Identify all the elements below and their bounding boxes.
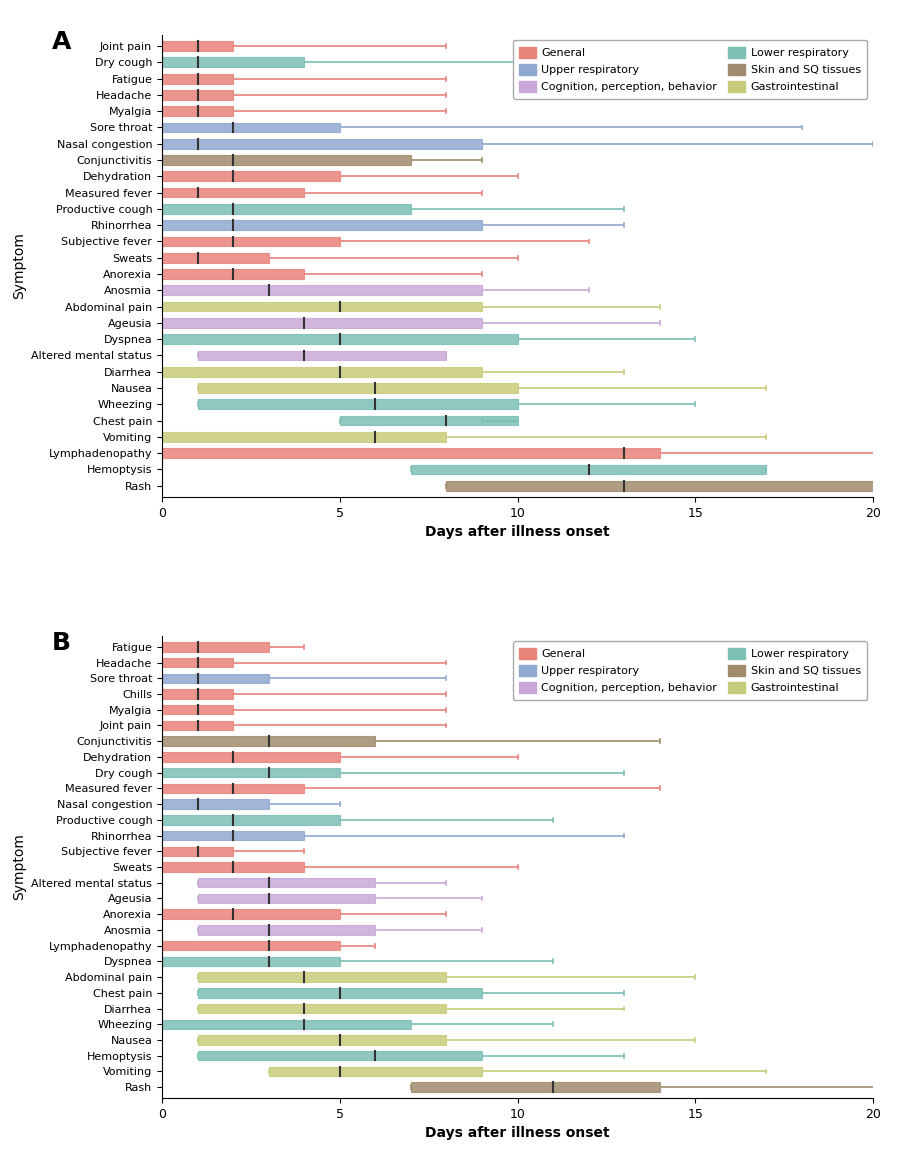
FancyBboxPatch shape [162,846,233,855]
FancyBboxPatch shape [162,642,268,652]
FancyBboxPatch shape [162,318,482,328]
FancyBboxPatch shape [198,1003,446,1014]
Legend: General, Upper respiratory, Cognition, perception, behavior, Lower respiratory, : General, Upper respiratory, Cognition, p… [513,40,868,99]
FancyBboxPatch shape [162,720,233,731]
FancyBboxPatch shape [162,784,304,793]
Y-axis label: Symptom: Symptom [12,232,26,299]
FancyBboxPatch shape [198,879,375,888]
FancyBboxPatch shape [162,74,233,83]
FancyBboxPatch shape [198,1036,446,1045]
FancyBboxPatch shape [198,972,446,981]
FancyBboxPatch shape [162,910,340,919]
FancyBboxPatch shape [162,58,304,67]
FancyBboxPatch shape [162,42,233,51]
FancyBboxPatch shape [162,753,340,762]
X-axis label: Days after illness onset: Days after illness onset [425,1126,610,1141]
FancyBboxPatch shape [162,366,482,377]
FancyBboxPatch shape [198,894,375,903]
FancyBboxPatch shape [198,925,375,935]
FancyBboxPatch shape [162,187,304,198]
FancyBboxPatch shape [162,253,268,262]
FancyBboxPatch shape [162,171,340,181]
FancyBboxPatch shape [162,221,482,230]
FancyBboxPatch shape [446,481,873,490]
FancyBboxPatch shape [162,658,233,667]
FancyBboxPatch shape [162,689,233,698]
FancyBboxPatch shape [162,957,340,966]
FancyBboxPatch shape [162,862,304,872]
FancyBboxPatch shape [162,815,340,824]
FancyBboxPatch shape [162,286,482,295]
FancyBboxPatch shape [162,237,340,246]
FancyBboxPatch shape [410,465,767,474]
Y-axis label: Symptom: Symptom [12,833,26,901]
FancyBboxPatch shape [198,383,518,393]
FancyBboxPatch shape [162,302,482,311]
FancyBboxPatch shape [162,736,375,746]
FancyBboxPatch shape [162,799,268,809]
FancyBboxPatch shape [198,350,446,361]
FancyBboxPatch shape [162,432,446,442]
FancyBboxPatch shape [162,269,304,279]
FancyBboxPatch shape [162,203,410,214]
FancyBboxPatch shape [162,941,340,950]
FancyBboxPatch shape [198,1051,482,1060]
FancyBboxPatch shape [162,123,340,133]
FancyBboxPatch shape [162,449,660,458]
Text: B: B [52,631,71,655]
FancyBboxPatch shape [162,831,304,840]
FancyBboxPatch shape [162,1020,410,1029]
FancyBboxPatch shape [162,106,233,116]
FancyBboxPatch shape [162,674,268,683]
FancyBboxPatch shape [162,155,410,165]
FancyBboxPatch shape [268,1067,482,1076]
FancyBboxPatch shape [162,90,233,99]
FancyBboxPatch shape [162,705,233,714]
FancyBboxPatch shape [410,1082,660,1092]
FancyBboxPatch shape [198,988,482,998]
FancyBboxPatch shape [162,768,340,777]
FancyBboxPatch shape [198,399,518,409]
Text: A: A [52,30,71,54]
Legend: General, Upper respiratory, Cognition, perception, behavior, Lower respiratory, : General, Upper respiratory, Cognition, p… [513,642,868,701]
FancyBboxPatch shape [162,334,518,344]
FancyBboxPatch shape [340,416,518,425]
FancyBboxPatch shape [162,139,482,149]
X-axis label: Days after illness onset: Days after illness onset [425,525,610,540]
